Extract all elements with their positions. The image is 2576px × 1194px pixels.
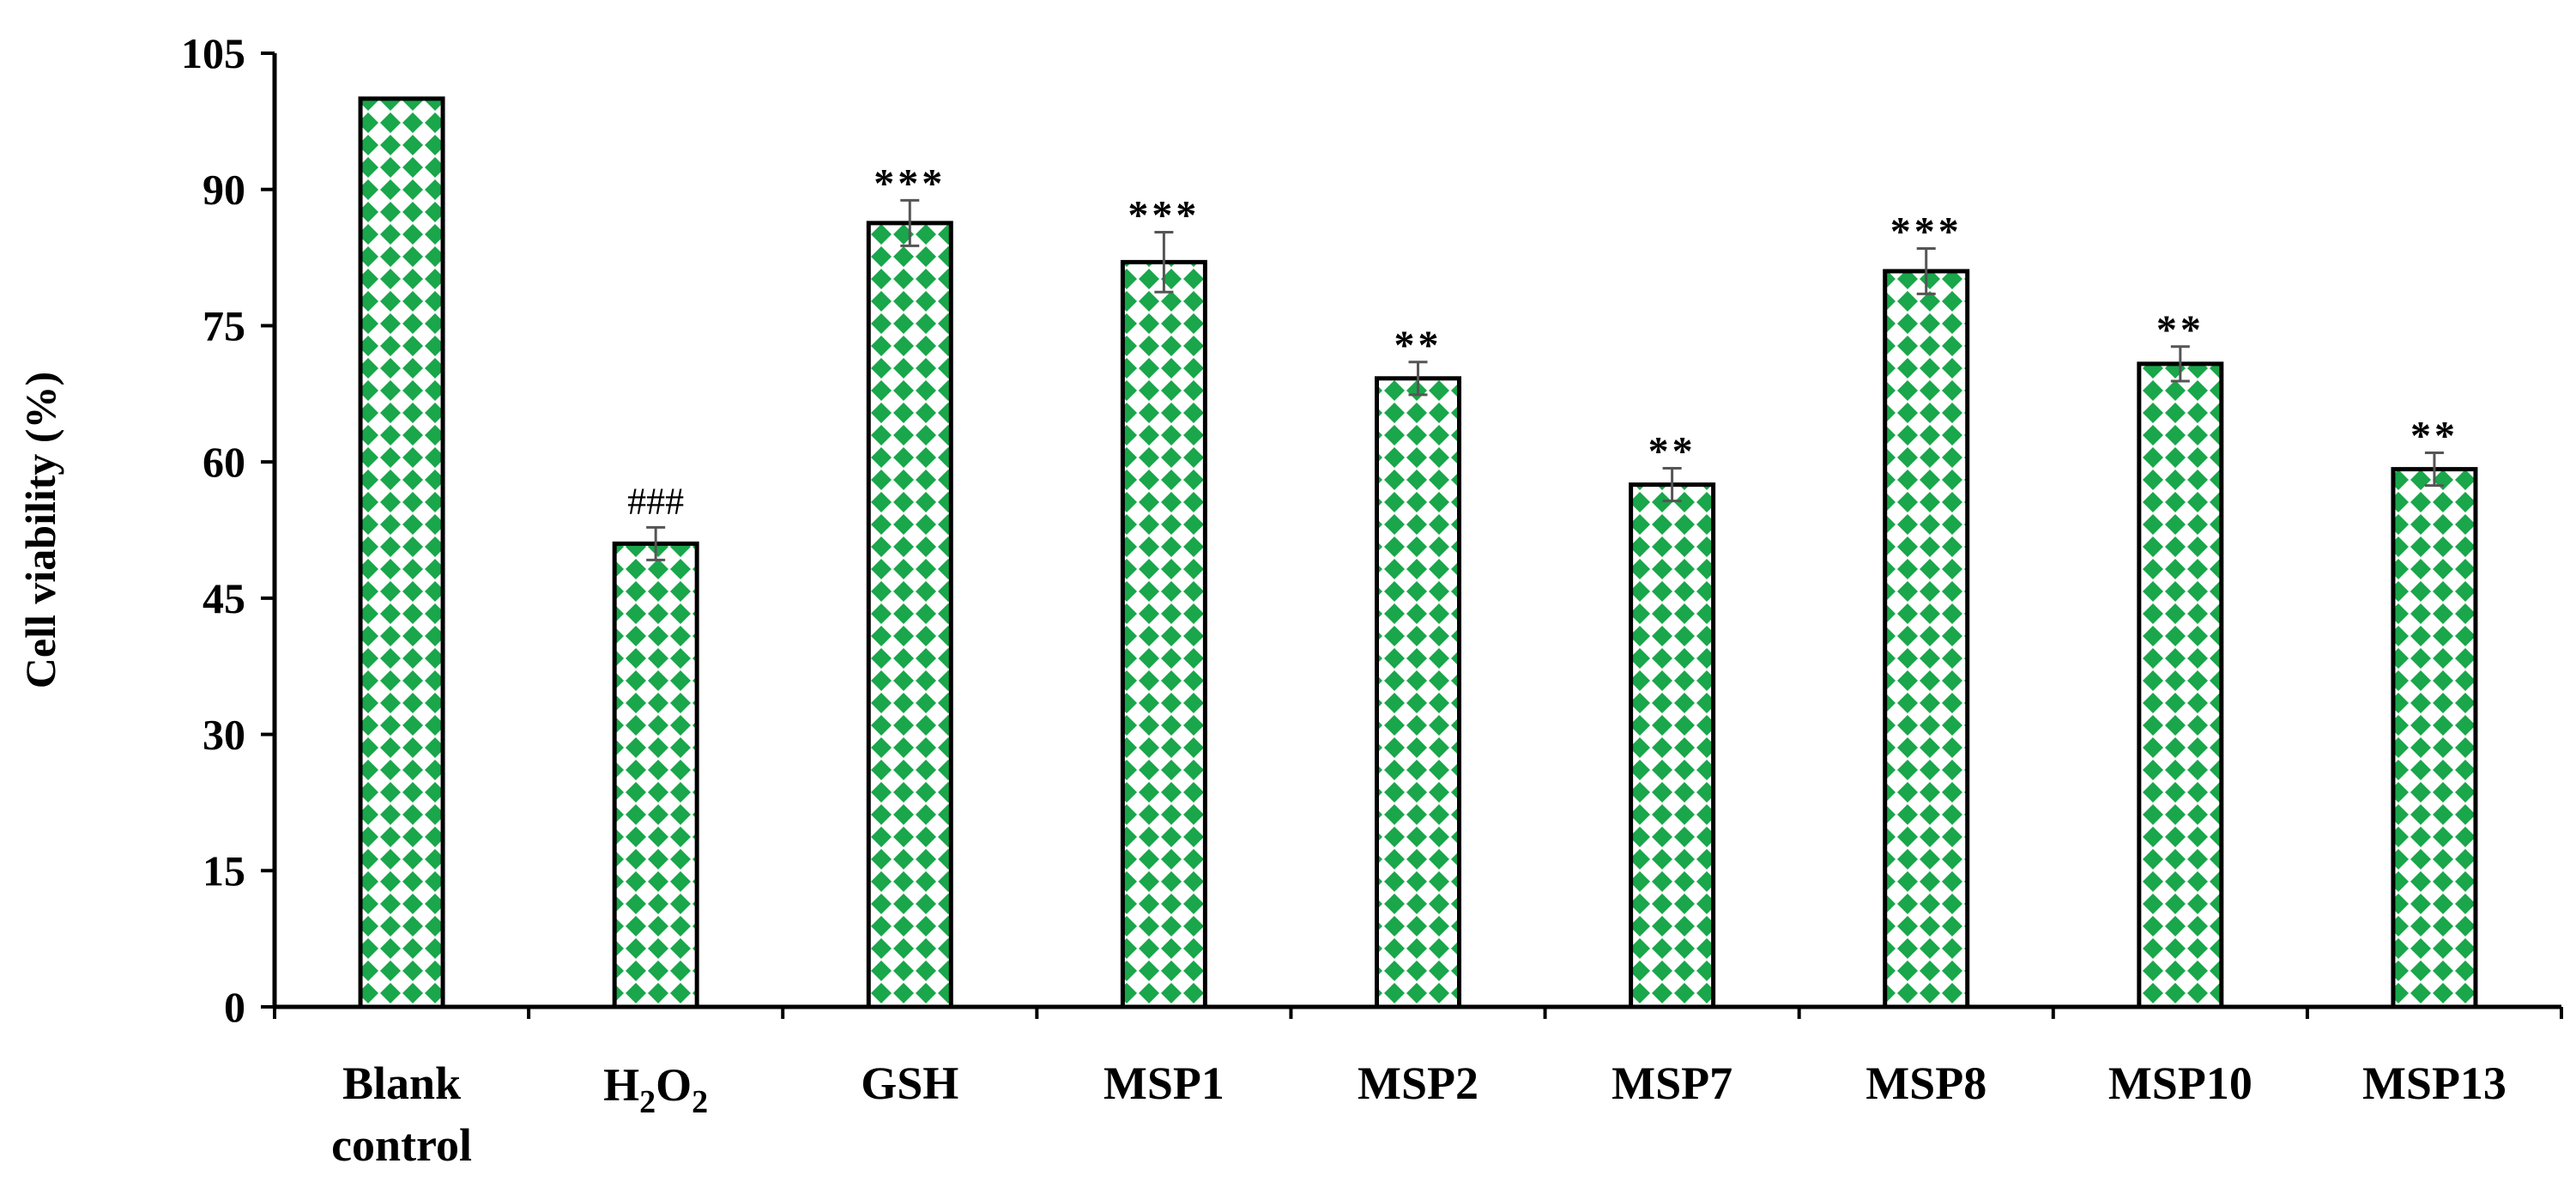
bars — [358, 96, 2478, 1009]
x-category-label: MSP10 — [2108, 1058, 2252, 1109]
formula-subscript: 2 — [639, 1084, 656, 1120]
significance-label: *** — [1128, 192, 1200, 238]
bar-msp8 — [1883, 269, 1970, 1009]
y-tick-label: 45 — [203, 574, 245, 622]
significance-label: ** — [1648, 429, 1696, 475]
significance-label: ### — [627, 480, 684, 522]
bar-msp13 — [2391, 467, 2478, 1009]
bar-h2o2 — [612, 541, 699, 1009]
formula-subscript: 2 — [692, 1084, 708, 1120]
bar-blank-control — [358, 96, 445, 1009]
bar-msp7 — [1629, 482, 1716, 1009]
y-tick-label: 30 — [203, 711, 245, 759]
y-axis-title: Cell viability (%) — [16, 372, 64, 688]
significance-label: ** — [2410, 414, 2458, 459]
bar-msp1 — [1120, 259, 1207, 1009]
x-category-label: MSP7 — [1612, 1058, 1732, 1109]
x-category-label: control — [331, 1119, 472, 1171]
y-tick-label: 60 — [203, 438, 245, 486]
bar-msp10 — [2137, 361, 2224, 1009]
significance-label: ** — [2156, 307, 2204, 353]
y-tick-label: 90 — [203, 166, 245, 214]
x-category-label: H2O2 — [603, 1059, 708, 1120]
x-category-label: MSP8 — [1865, 1058, 1986, 1109]
x-category-label: GSH — [861, 1058, 958, 1109]
bar-gsh — [866, 221, 953, 1009]
error-bars — [646, 198, 2444, 561]
y-tick-label: 15 — [203, 846, 245, 894]
significance-label: *** — [1890, 209, 1962, 254]
x-category-label: MSP2 — [1358, 1058, 1478, 1109]
formula-part: O — [656, 1059, 692, 1111]
y-axis-title-group: Cell viability (%) — [16, 372, 64, 688]
x-category-label: MSP1 — [1104, 1058, 1225, 1109]
x-category-label: MSP13 — [2362, 1058, 2506, 1109]
significance-label: ** — [1394, 323, 1442, 368]
x-category-label: Blank — [342, 1058, 461, 1109]
y-tick-label: 75 — [203, 301, 245, 349]
y-tick-label: 0 — [224, 983, 245, 1031]
bar-msp2 — [1375, 376, 1461, 1009]
y-tick-label: 105 — [181, 29, 245, 77]
significance-labels: ###***************** — [627, 161, 2458, 522]
formula-part: H — [603, 1059, 639, 1111]
significance-label: *** — [874, 161, 946, 206]
y-tick-labels: 0 15 30 45 60 75 90 105 — [181, 29, 245, 1031]
